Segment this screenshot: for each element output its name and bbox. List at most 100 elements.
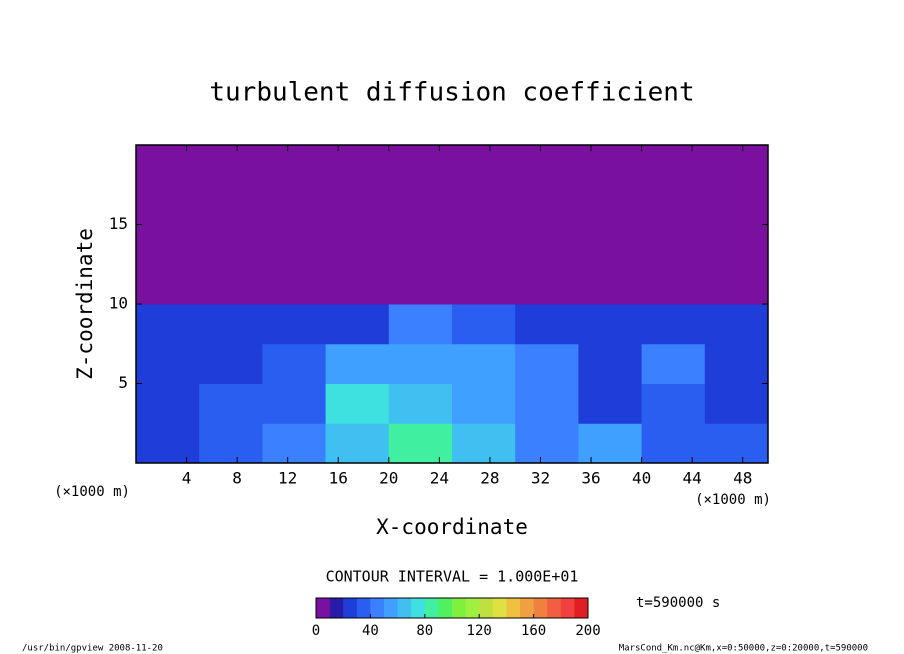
contour-cell bbox=[515, 145, 579, 186]
colorbar-swatch bbox=[370, 598, 385, 618]
x-tick-label: 16 bbox=[329, 469, 348, 488]
colorbar-swatch bbox=[479, 598, 494, 618]
contour-cell bbox=[199, 343, 263, 384]
colorbar-swatch bbox=[492, 598, 507, 618]
contour-cell bbox=[262, 304, 327, 345]
colorbar-swatch bbox=[465, 598, 480, 618]
x-tick-label: 4 bbox=[182, 469, 192, 488]
contour-cell bbox=[199, 264, 263, 305]
x-unit: (×1000 m) bbox=[695, 492, 771, 508]
contour-cell bbox=[704, 423, 769, 464]
colorbar-swatch bbox=[343, 598, 358, 618]
contour-cell bbox=[641, 264, 706, 305]
y-tick-label: 10 bbox=[109, 294, 128, 313]
contour-cell bbox=[578, 423, 643, 464]
contour-cell bbox=[641, 184, 706, 225]
contour-cell bbox=[578, 304, 643, 345]
y-tick-label: 5 bbox=[118, 373, 128, 392]
contour-cell bbox=[704, 224, 769, 265]
colorbar-swatch bbox=[520, 598, 534, 618]
contour-cell bbox=[641, 343, 706, 384]
contour-cell bbox=[452, 423, 516, 464]
contour-cell bbox=[704, 343, 769, 384]
y-unit: (×1000 m) bbox=[54, 484, 130, 500]
colorbar-swatch bbox=[411, 598, 426, 618]
contour-cell bbox=[325, 343, 390, 384]
colorbar-tick-label: 0 bbox=[312, 623, 320, 639]
x-tick-label: 40 bbox=[632, 469, 651, 488]
x-tick-label: 24 bbox=[430, 469, 449, 488]
colorbar-tick-label: 160 bbox=[521, 623, 546, 639]
contour-cell bbox=[199, 145, 263, 186]
contour-cell bbox=[136, 264, 200, 305]
contour-cell bbox=[515, 304, 579, 345]
x-tick-label: 20 bbox=[379, 469, 398, 488]
contour-cell bbox=[578, 184, 643, 225]
x-tick-label: 36 bbox=[581, 469, 600, 488]
contour-cell bbox=[578, 343, 643, 384]
contour-cell bbox=[704, 184, 769, 225]
contour-cell bbox=[704, 304, 769, 345]
contour-cell bbox=[452, 264, 516, 305]
contour-cell bbox=[578, 224, 643, 265]
contour-cell bbox=[388, 224, 453, 265]
contour-cell bbox=[325, 383, 390, 424]
contour-interval: CONTOUR INTERVAL = 1.000E+01 bbox=[326, 568, 579, 586]
contour-cell bbox=[388, 343, 453, 384]
colorbar-frame bbox=[315, 597, 589, 619]
contour-cell bbox=[388, 145, 453, 186]
x-tick-label: 32 bbox=[531, 469, 550, 488]
colorbar-swatch bbox=[452, 598, 466, 618]
colorbar-swatch bbox=[574, 598, 589, 618]
colorbar-swatch bbox=[506, 598, 521, 618]
contour-cell bbox=[641, 423, 706, 464]
time-label: t=590000 s bbox=[636, 595, 720, 611]
contour-cell bbox=[452, 224, 516, 265]
colorbar-swatch bbox=[438, 598, 453, 618]
contour-cell bbox=[452, 343, 516, 384]
contour-cell bbox=[641, 224, 706, 265]
contour-cell bbox=[136, 184, 200, 225]
contour-cell bbox=[199, 423, 263, 464]
colorbar-tick-label: 200 bbox=[575, 623, 600, 639]
colorbar-swatch bbox=[329, 598, 344, 618]
colorbar-swatch bbox=[560, 598, 575, 618]
colorbar-swatch bbox=[533, 598, 548, 618]
x-tick-label: 28 bbox=[480, 469, 499, 488]
contour-cell bbox=[136, 423, 200, 464]
contour-cell bbox=[136, 304, 200, 345]
contour-cell bbox=[452, 304, 516, 345]
x-axis-label: X-coordinate bbox=[376, 515, 528, 539]
colorbar-tick-label: 80 bbox=[416, 623, 433, 639]
contour-cell bbox=[325, 224, 390, 265]
contour-cell bbox=[515, 224, 579, 265]
x-tick-label: 8 bbox=[232, 469, 242, 488]
contour-cell bbox=[578, 145, 643, 186]
colorbar-swatch bbox=[424, 598, 439, 618]
contour-cell bbox=[262, 423, 327, 464]
contour-cell bbox=[452, 184, 516, 225]
contour-cell bbox=[578, 383, 643, 424]
contour-cell bbox=[325, 264, 390, 305]
contour-cell bbox=[262, 343, 327, 384]
contour-cell bbox=[262, 383, 327, 424]
contour-cell bbox=[325, 304, 390, 345]
contour-cell bbox=[388, 383, 453, 424]
contour-cell bbox=[515, 383, 579, 424]
contour-cell bbox=[262, 224, 327, 265]
y-tick-label: 15 bbox=[109, 214, 128, 233]
contour-cell bbox=[515, 184, 579, 225]
contour-cell bbox=[388, 304, 453, 345]
contour-cell bbox=[578, 264, 643, 305]
contour-cell bbox=[325, 184, 390, 225]
footer-right: MarsCond_Km.nc@Km,x=0:50000,z=0:20000,t=… bbox=[619, 644, 868, 654]
footer-left: /usr/bin/gpview 2008-11-20 bbox=[22, 644, 163, 654]
x-tick-label: 44 bbox=[683, 469, 702, 488]
contour-cell bbox=[515, 423, 579, 464]
contour-cell bbox=[136, 383, 200, 424]
contour-cell bbox=[388, 264, 453, 305]
x-tick-label: 12 bbox=[278, 469, 297, 488]
contour-cell bbox=[199, 184, 263, 225]
